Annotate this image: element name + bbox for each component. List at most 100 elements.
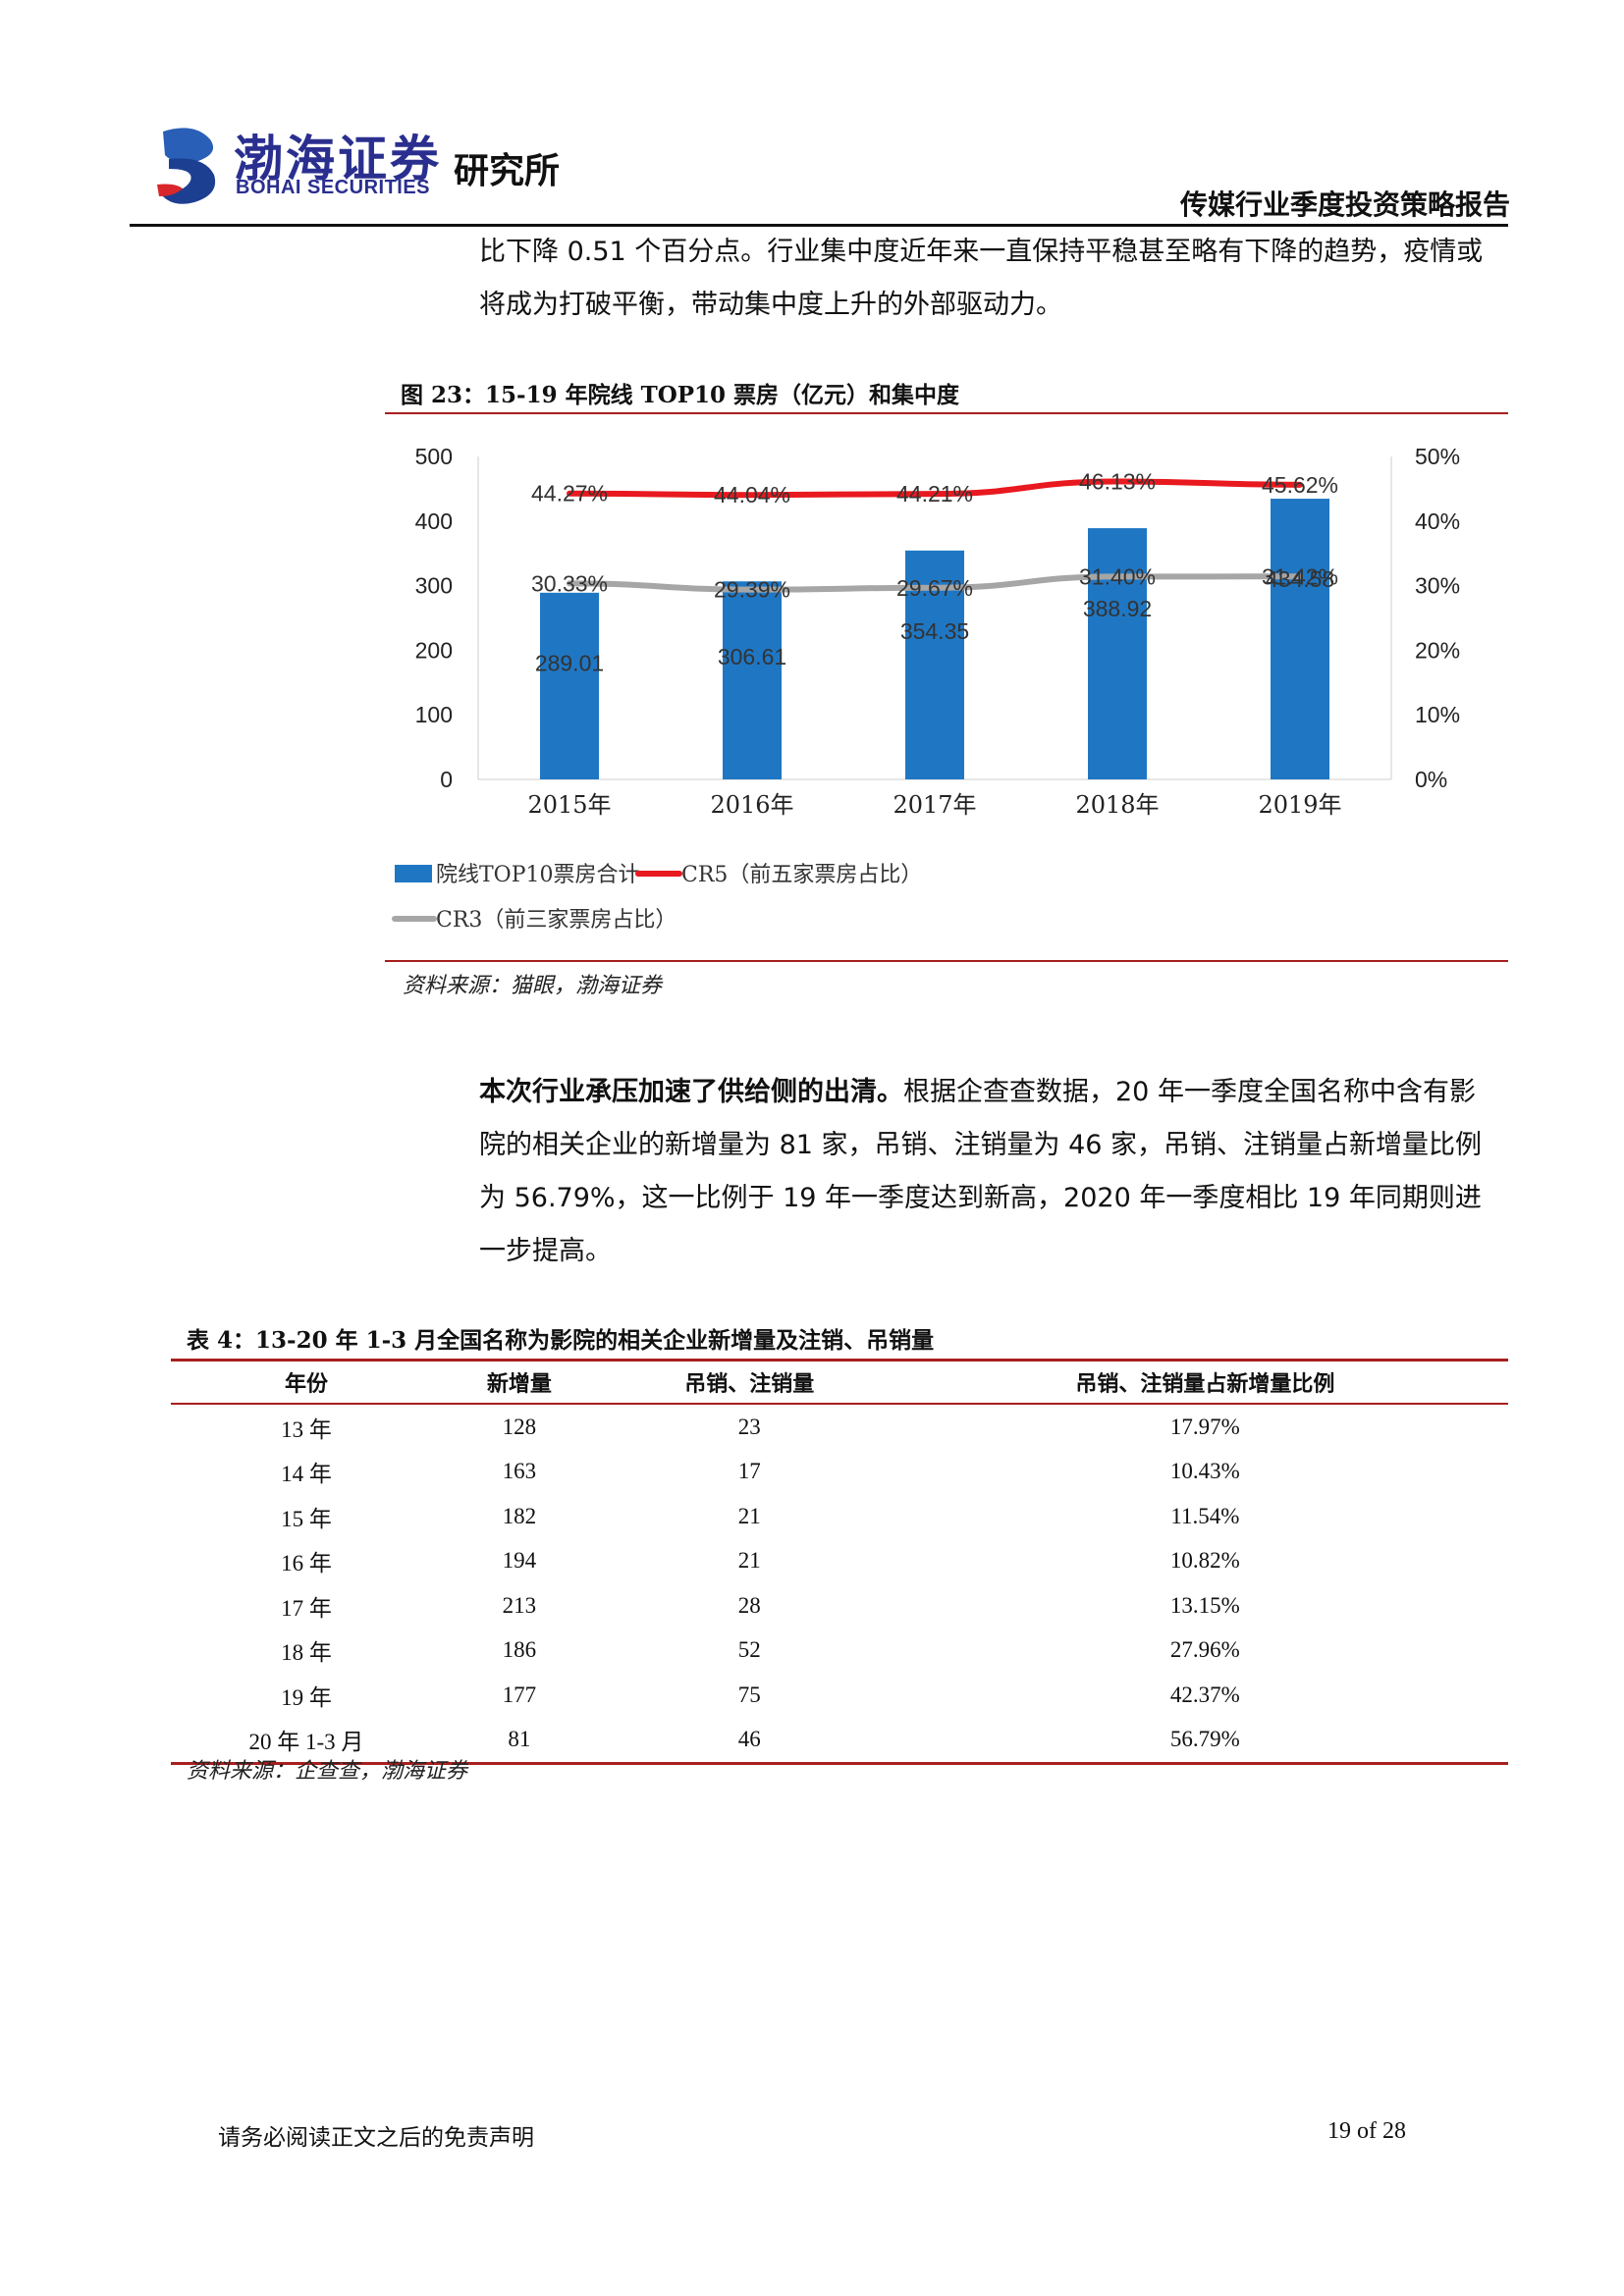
cinema-enterprise-table: 年份 新增量 吊销、注销量 吊销、注销量占新增量比例 13 年 128 23 17.9… bbox=[171, 1359, 1508, 1765]
bar-data-label: 306.61 bbox=[718, 644, 786, 669]
y-left-tick-label: 200 bbox=[415, 637, 453, 663]
line-data-label: 29.39% bbox=[714, 577, 790, 603]
line-data-label: 44.21% bbox=[896, 481, 973, 507]
figure-top-rule bbox=[385, 412, 1508, 414]
cell-new: 128 bbox=[502, 1414, 537, 1439]
cell-revoked: 46 bbox=[596, 1717, 902, 1765]
bar-data-label: 388.92 bbox=[1083, 596, 1152, 621]
line-data-label: 31.42% bbox=[1262, 563, 1338, 589]
cell-revoked: 23 bbox=[737, 1414, 761, 1439]
column-header-new: 新增量 bbox=[441, 1359, 597, 1405]
table-source: 资料来源：企查查，渤海证券 bbox=[187, 1759, 468, 1784]
x-tick-label: 2017年 bbox=[893, 791, 976, 819]
cell-new: 213 bbox=[502, 1592, 537, 1618]
cell-ratio: 42.37% bbox=[1169, 1682, 1240, 1707]
bohai-logo-icon bbox=[157, 128, 216, 204]
y-left-tick-label: 400 bbox=[415, 508, 453, 534]
table-row: 20 年 1-3 月 81 46 56.79% bbox=[171, 1717, 1508, 1765]
page-number: 19 of 28 bbox=[1327, 2118, 1406, 2144]
cell-ratio: 13.15% bbox=[1169, 1592, 1240, 1618]
cr3-line bbox=[567, 573, 1303, 593]
cell-ratio: 17.97% bbox=[1169, 1414, 1240, 1439]
bar-data-label: 354.35 bbox=[900, 618, 969, 644]
x-tick-label: 2019年 bbox=[1258, 791, 1341, 819]
table-row: 18 年 186 52 27.96% bbox=[171, 1629, 1508, 1674]
cell-revoked: 28 bbox=[737, 1592, 761, 1618]
table-row: 15 年 182 21 11.54% bbox=[171, 1494, 1508, 1539]
line-data-label: 44.04% bbox=[714, 482, 790, 507]
table-title: 表 4：13-20 年 1-3 月全国名称为影院的相关企业新增量及注销、吊销量 bbox=[187, 1327, 935, 1354]
line-data-label: 31.40% bbox=[1079, 563, 1156, 589]
cell-new: 194 bbox=[502, 1548, 537, 1574]
line-data-label: 30.33% bbox=[531, 570, 608, 596]
cell-revoked: 21 bbox=[737, 1548, 761, 1574]
cell-new: 186 bbox=[502, 1637, 537, 1663]
bar-mark bbox=[1271, 499, 1329, 779]
legend-label: CR5（前五家票房占比） bbox=[681, 863, 922, 887]
x-tick-label: 2016年 bbox=[710, 791, 793, 819]
y-right-tick-label: 50% bbox=[1415, 444, 1460, 469]
box-office-chart: 0 100 200 300 400 500 0% 10% 20% 30% 40% 50% 2015年 20… bbox=[392, 444, 1460, 933]
cell-year: 15 年 bbox=[281, 1506, 332, 1531]
paragraph-body: 根据企查查数据，20 年一季度全国名称中含有影院的相关企业的新增量为 81 家，… bbox=[479, 1077, 1483, 1266]
y-left-tick-label: 300 bbox=[415, 573, 453, 599]
table-row: 17 年 213 28 13.15% bbox=[171, 1583, 1508, 1629]
x-tick-label: 2018年 bbox=[1075, 791, 1159, 819]
cell-revoked: 75 bbox=[737, 1682, 761, 1707]
logo-english-name: BOHAI SECURITIES bbox=[236, 177, 431, 198]
institute-label: 研究所 bbox=[454, 151, 561, 191]
y-left-tick-label: 0 bbox=[440, 767, 453, 792]
legend-label: CR3（前三家票房占比） bbox=[436, 908, 677, 933]
y-right-tick-label: 0% bbox=[1415, 767, 1447, 792]
cell-year: 19 年 bbox=[281, 1684, 332, 1710]
cell-new: 81 bbox=[441, 1717, 597, 1765]
cell-ratio: 10.43% bbox=[1169, 1459, 1240, 1484]
bar-mark bbox=[1088, 528, 1147, 779]
cell-new: 163 bbox=[502, 1459, 537, 1484]
line-data-label: 46.13% bbox=[1079, 468, 1156, 494]
table-row: 19 年 177 75 42.37% bbox=[171, 1673, 1508, 1718]
cell-ratio: 10.82% bbox=[1169, 1548, 1240, 1574]
cell-year: 14 年 bbox=[281, 1462, 332, 1487]
column-header-ratio: 吊销、注销量占新增量比例 bbox=[901, 1359, 1508, 1405]
y-right-tick-label: 10% bbox=[1415, 702, 1460, 727]
cell-ratio: 27.96% bbox=[1169, 1637, 1240, 1663]
figure-title: 图 23：15-19 年院线 TOP10 票房（亿元）和集中度 bbox=[401, 382, 960, 408]
bar-mark bbox=[723, 581, 782, 779]
cell-revoked: 52 bbox=[737, 1637, 761, 1663]
y-left-tick-label: 500 bbox=[415, 444, 453, 469]
bar-data-label: 434.58 bbox=[1266, 566, 1334, 592]
cell-ratio: 56.79% bbox=[901, 1717, 1508, 1765]
cr5-line bbox=[567, 478, 1303, 499]
y-right-tick-label: 30% bbox=[1415, 573, 1460, 599]
column-header-year: 年份 bbox=[171, 1359, 442, 1405]
report-title: 传媒行业季度投资策略报告 bbox=[1179, 188, 1510, 221]
header-divider bbox=[130, 224, 1508, 227]
logo-chinese-name: 渤海证券 bbox=[234, 131, 442, 187]
cell-year: 20 年 1-3 月 bbox=[171, 1717, 442, 1765]
x-tick-label: 2015年 bbox=[527, 791, 611, 819]
cell-new: 177 bbox=[502, 1682, 537, 1707]
table-row: 16 年 194 21 10.82% bbox=[171, 1539, 1508, 1584]
y-right-tick-label: 40% bbox=[1415, 508, 1460, 534]
line-data-label: 45.62% bbox=[1262, 472, 1338, 498]
cell-revoked: 21 bbox=[737, 1503, 761, 1528]
line-data-label: 29.67% bbox=[896, 575, 973, 601]
legend-swatch-bar bbox=[395, 865, 432, 882]
figure-bottom-rule bbox=[385, 960, 1508, 962]
bar-mark bbox=[540, 592, 599, 779]
cell-year: 18 年 bbox=[281, 1640, 332, 1666]
body-paragraph-1: 比下降 0.51 个百分点。行业集中度近年来一直保持平稳甚至略有下降的趋势，疫情… bbox=[479, 237, 1484, 320]
cell-revoked: 17 bbox=[737, 1459, 761, 1484]
column-header-revoked: 吊销、注销量 bbox=[596, 1359, 902, 1405]
cell-year: 16 年 bbox=[281, 1551, 332, 1576]
body-paragraph-2: 本次行业承压加速了供给侧的出清。根据企查查数据，20 年一季度全国名称中含有影院… bbox=[479, 1066, 1490, 1278]
cell-year: 13 年 bbox=[281, 1416, 332, 1442]
table-row: 13 年 128 23 17.97% bbox=[171, 1404, 1508, 1450]
line-data-label: 44.27% bbox=[531, 481, 608, 507]
figure-source: 资料来源：猫眼，渤海证券 bbox=[403, 974, 663, 998]
y-left-tick-label: 100 bbox=[415, 702, 453, 727]
cell-new: 182 bbox=[502, 1503, 537, 1528]
table-row: 14 年 163 17 10.43% bbox=[171, 1450, 1508, 1495]
cell-year: 17 年 bbox=[281, 1595, 332, 1621]
